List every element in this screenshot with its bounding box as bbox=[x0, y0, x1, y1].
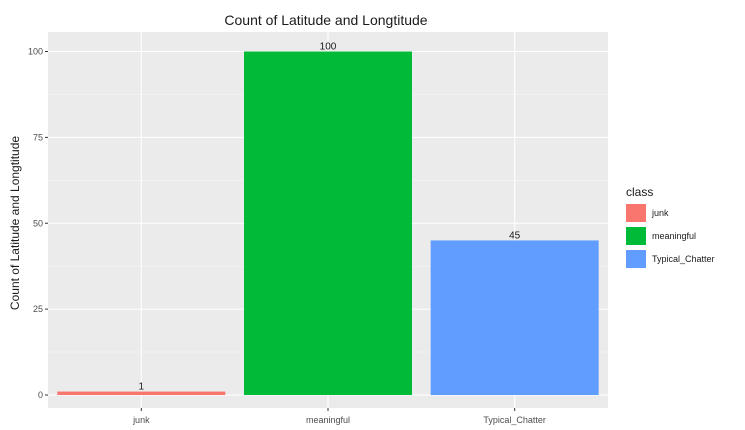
bar-value-label: 1 bbox=[139, 382, 145, 393]
x-tick-label: Typical_Chatter bbox=[483, 415, 546, 425]
bar-meaningful bbox=[244, 51, 412, 395]
y-axis-title: Count of Latitude and Longtitude bbox=[8, 136, 22, 310]
bar-value-label: 100 bbox=[320, 42, 337, 53]
legend-key bbox=[626, 227, 646, 245]
x-tick-label: junk bbox=[132, 415, 150, 425]
legend-label: junk bbox=[651, 208, 669, 218]
bars bbox=[57, 51, 599, 395]
legend: class junk meaningful Typical_Chatter bbox=[626, 185, 715, 268]
bar-labels: 1 100 45 bbox=[139, 42, 521, 393]
legend-label: Typical_Chatter bbox=[652, 254, 715, 264]
legend-key bbox=[626, 204, 646, 222]
legend-title: class bbox=[626, 185, 653, 199]
y-tick-label: 50 bbox=[33, 218, 43, 228]
legend-label: meaningful bbox=[652, 231, 696, 241]
legend-key bbox=[626, 250, 646, 268]
bar-Typical_Chatter bbox=[430, 240, 599, 395]
chart-title: Count of Latitude and Longtitude bbox=[224, 12, 427, 28]
y-tick-label: 100 bbox=[28, 47, 43, 57]
y-tick-label: 0 bbox=[38, 390, 43, 400]
bar-value-label: 45 bbox=[509, 230, 521, 241]
y-tick-label: 25 bbox=[33, 304, 43, 314]
bar-junk bbox=[57, 391, 226, 395]
y-tick-label: 75 bbox=[33, 132, 43, 142]
y-axis: 0 25 50 75 100 bbox=[28, 47, 48, 400]
x-tick-label: meaningful bbox=[306, 415, 350, 425]
x-axis: junk meaningful Typical_Chatter bbox=[132, 408, 546, 425]
